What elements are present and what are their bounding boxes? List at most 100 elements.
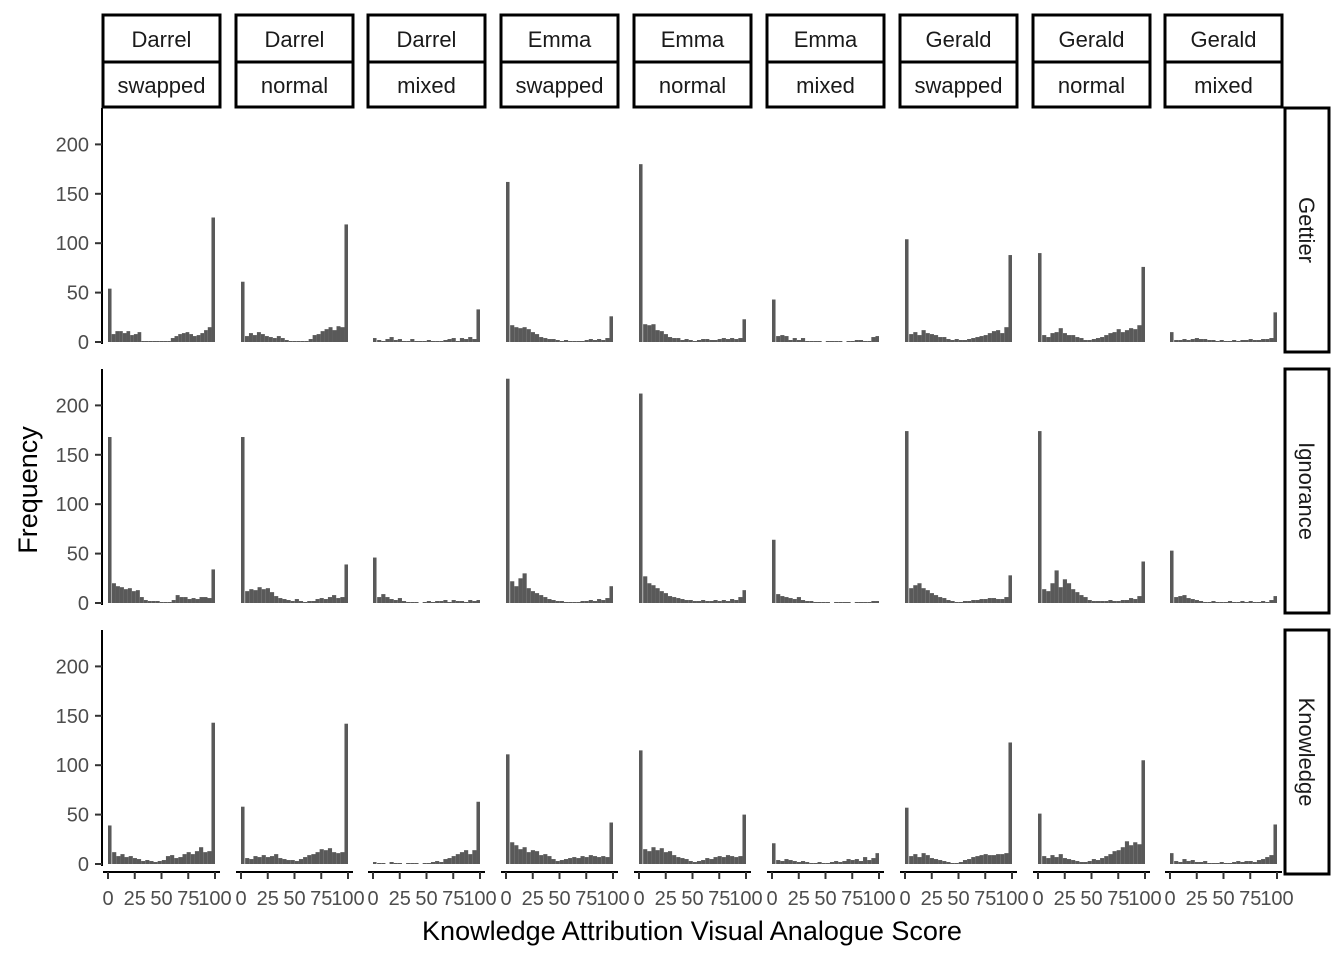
histogram-bar xyxy=(174,858,179,864)
strip-label-name: Darrel xyxy=(397,27,457,52)
histogram-bar xyxy=(1232,340,1237,342)
histogram-bar xyxy=(592,601,598,603)
histogram-bar xyxy=(696,861,702,864)
y-tick-label: 50 xyxy=(67,544,89,566)
histogram-bar xyxy=(605,857,610,864)
histogram-bar xyxy=(1265,857,1270,864)
histogram-bar xyxy=(563,340,569,342)
histogram-bar xyxy=(190,854,195,864)
histogram-bar xyxy=(805,862,810,864)
histogram-bar xyxy=(447,602,452,603)
histogram-bar xyxy=(451,338,456,342)
histogram-bar xyxy=(393,600,398,603)
histogram-bar xyxy=(422,341,427,342)
y-tick-label: 150 xyxy=(56,184,89,206)
strip-box xyxy=(765,13,886,64)
histogram-bar xyxy=(311,601,316,603)
histogram-bar xyxy=(996,599,1001,603)
strip-label-name: Emma xyxy=(661,27,725,52)
histogram-bar xyxy=(568,602,573,603)
histogram-bar xyxy=(116,856,121,864)
strip-label-name: Gerald xyxy=(925,27,991,52)
histogram-bar xyxy=(284,340,289,342)
histogram-bar xyxy=(1232,862,1237,864)
histogram-bar xyxy=(472,339,477,342)
y-tick-label: 100 xyxy=(56,494,89,516)
histogram-bar xyxy=(639,164,643,342)
histogram-bar xyxy=(153,862,158,864)
histogram-bar xyxy=(332,330,337,342)
histogram-bar xyxy=(1273,312,1277,342)
histogram-bar xyxy=(867,602,872,603)
histogram-bar xyxy=(178,334,182,342)
histogram-bar xyxy=(389,337,394,342)
histogram-bar xyxy=(1261,339,1266,342)
histogram-bar xyxy=(1244,340,1249,342)
histogram-bar xyxy=(1046,337,1051,342)
x-tick-label: 0 xyxy=(1032,888,1043,910)
histogram-bar xyxy=(983,599,988,603)
x-tick-label: 75 xyxy=(575,888,597,910)
histogram-bar xyxy=(584,601,589,603)
histogram-bar xyxy=(137,332,142,342)
histogram-bar xyxy=(1004,853,1009,864)
histogram-bar xyxy=(476,309,480,342)
x-tick-label: 25 xyxy=(655,888,677,910)
histogram-bar xyxy=(340,852,345,864)
histogram-bar xyxy=(1112,851,1117,864)
histogram-bar xyxy=(563,859,569,864)
histogram-bar xyxy=(1079,338,1084,342)
histogram-bar xyxy=(954,339,959,342)
histogram-bar xyxy=(1083,597,1088,603)
histogram-bar xyxy=(721,338,726,342)
strip-label-name: Emma xyxy=(794,27,858,52)
histogram-bar xyxy=(680,599,685,603)
histogram-bar xyxy=(397,598,402,603)
histogram-bar xyxy=(1075,592,1080,603)
histogram-bar xyxy=(692,862,697,864)
x-tick-label: 50 xyxy=(1212,888,1234,910)
histogram-bar xyxy=(1137,325,1142,342)
histogram-bar xyxy=(580,341,585,342)
histogram-bar xyxy=(141,861,146,864)
histogram-bar xyxy=(171,600,176,603)
histogram-bar xyxy=(792,338,797,342)
panel xyxy=(1038,760,1145,864)
histogram-bar xyxy=(451,600,456,603)
histogram-bar xyxy=(863,602,868,603)
histogram-bar xyxy=(194,851,200,864)
histogram-bar xyxy=(663,593,668,603)
histogram-bar xyxy=(506,754,510,864)
histogram-bar xyxy=(938,597,943,603)
histogram-bar xyxy=(788,340,793,342)
histogram-bar xyxy=(734,857,739,864)
x-tick-label: 0 xyxy=(367,888,378,910)
histogram-bar xyxy=(655,588,660,603)
histogram-bar xyxy=(539,855,544,864)
panel xyxy=(772,539,879,603)
histogram-bar xyxy=(294,599,299,603)
histogram-bar xyxy=(522,847,527,864)
histogram-bar xyxy=(905,807,909,864)
histogram-bar xyxy=(530,850,535,864)
histogram-bar xyxy=(1087,861,1092,864)
histogram-bar xyxy=(506,378,510,603)
histogram-bar xyxy=(929,858,934,864)
histogram-bar xyxy=(858,340,864,342)
histogram-bar xyxy=(1000,854,1005,864)
histogram-bar xyxy=(534,593,540,603)
histogram-bar xyxy=(245,591,250,603)
histogram-bar xyxy=(1066,335,1072,342)
histogram-bar xyxy=(709,601,714,603)
strip-label-name: Emma xyxy=(528,27,592,52)
histogram-bar xyxy=(315,852,320,864)
histogram-bar xyxy=(174,336,179,342)
histogram-bar xyxy=(796,340,801,342)
histogram-bar xyxy=(265,857,270,864)
strip-label-name: Darrel xyxy=(265,27,325,52)
histogram-bar xyxy=(122,333,127,342)
y-tick-label: 50 xyxy=(67,283,89,305)
histogram-bar xyxy=(684,859,689,864)
histogram-bar xyxy=(817,862,822,864)
